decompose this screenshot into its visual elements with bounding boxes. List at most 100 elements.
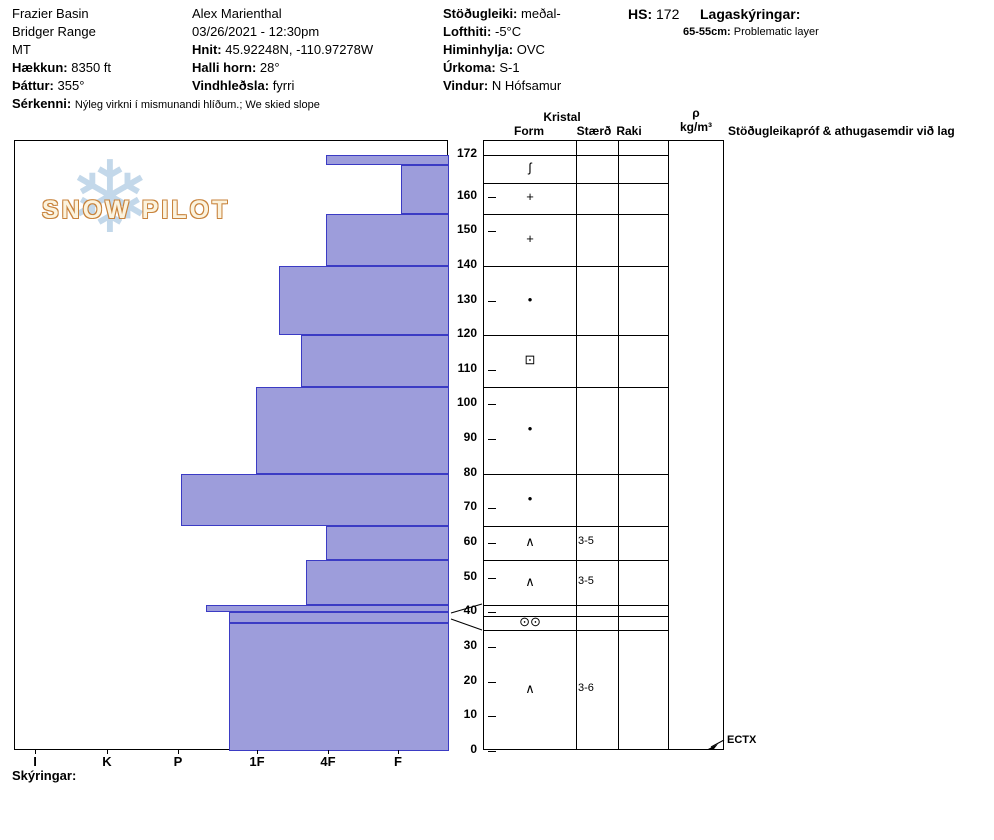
depth-label-110: 110 [457, 360, 477, 375]
depth-label-140: 140 [456, 256, 477, 271]
grain-form-decomposing-fragments: ʃ [528, 159, 532, 175]
layer-boundary-line-164 [484, 182, 668, 184]
depth-tick-0 [488, 751, 496, 752]
stability-value: meðal- [521, 6, 561, 21]
observer-block: Alex Marienthal 03/26/2021 - 12:30pm Hni… [192, 5, 373, 95]
hardness-tick [35, 750, 36, 754]
windloading-label: Vindhleðsla: [192, 78, 270, 93]
density-column [668, 140, 724, 750]
layer-boundary-line-140 [484, 265, 668, 267]
sky-label: Himinhylja: [443, 42, 514, 57]
hardness-tick [107, 750, 108, 754]
hardness-tick [178, 750, 179, 754]
depth-tick-20 [488, 681, 496, 683]
notes-label: Sérkenni: [12, 96, 72, 111]
snow-height-block: HS: 172 [628, 5, 679, 23]
layer-notes-title: Lagaskýringar: [683, 5, 819, 23]
comments-header: Stöðugleikapróf & athugasemdir við lag [728, 124, 955, 138]
depth-tick-60 [488, 543, 496, 545]
layer-notes-label: Lagaskýringar: [700, 6, 801, 22]
depth-tick-70 [488, 508, 496, 510]
airtemp-value: -5°C [495, 24, 522, 39]
wind-value: N Hófsamur [491, 78, 562, 93]
layer-boundary-line-120 [484, 335, 668, 337]
snow-layer-bar-65-55 [326, 525, 449, 561]
depth-tick-10 [488, 716, 496, 718]
depth-tick-150 [488, 231, 496, 233]
layer-boundary-line-42 [484, 605, 668, 607]
aspect-value: 355° [57, 78, 85, 93]
depth-tick-110 [488, 369, 496, 371]
notes-line: Sérkenni: Nýleg virkni í mismunandi hlíð… [12, 95, 320, 114]
slope-angle-line: Halli horn: 28° [192, 59, 373, 77]
sky-value: OVC [516, 42, 545, 57]
elevation-line: Hækkun: 8350 ft [12, 59, 320, 77]
slope-value: 28° [259, 60, 280, 75]
coords-label: Hnit: [192, 42, 222, 57]
snow-layer-bar-40-37 [229, 612, 449, 623]
grain-form-rounded-grains: • [527, 291, 533, 307]
grain-size: 3-6 [578, 682, 594, 695]
grain-form-precipitation-particles: + [526, 230, 534, 246]
density-symbol-header: ρ [692, 106, 700, 120]
grain-form-depth-hoar: ∧ [525, 534, 535, 550]
grain-size: 3-5 [578, 574, 594, 587]
aspect-line: Þáttur: 355° [12, 77, 320, 95]
layer-boundary-line-65 [484, 525, 668, 527]
stability-test-result: ECTX [727, 734, 757, 746]
hardness-tick [398, 750, 399, 754]
snow-layer-bar-55-42 [306, 560, 449, 606]
kristal-header: Kristal [543, 110, 581, 124]
state: MT [12, 42, 31, 57]
hardness-tick [328, 750, 329, 754]
depth-tick-50 [488, 577, 496, 579]
hardness-profile-plot [14, 140, 449, 751]
depth-label-80: 80 [463, 464, 477, 479]
snowflake-icon: ❄ [68, 142, 152, 254]
slope-label: Halli horn: [192, 60, 257, 75]
snow-layer-bar-80-65 [181, 473, 449, 526]
hardness-label-1F: 1F [249, 754, 265, 769]
depth-label-40: 40 [463, 603, 477, 618]
layer-boundary-line-172 [484, 155, 668, 156]
layer-note-text: Problematic layer [733, 26, 819, 38]
airtemp-line: Lofthiti: -5°C [443, 23, 561, 41]
layer-note: 65-55cm: Problematic layer [683, 23, 819, 41]
depth-tick-100 [488, 404, 496, 406]
depth-tick-30 [488, 647, 496, 649]
snow-layer-bar-172-169 [326, 155, 449, 166]
layer-boundary-line-105 [484, 387, 668, 389]
hardness-label-F: F [394, 754, 402, 769]
density-units-header: kg/m³ [679, 120, 713, 134]
wind-label: Vindur: [443, 78, 489, 93]
sky-line: Himinhylja: OVC [443, 41, 561, 59]
precip-line: Úrkoma: S-1 [443, 59, 561, 77]
stability-line: Stöðugleiki: meðal- [443, 5, 561, 23]
snowpilot-logo-text: SNOW PILOT [42, 196, 231, 224]
conditions-block: Stöðugleiki: meðal- Lofthiti: -5°C Himin… [443, 5, 561, 95]
grain-form-precipitation-particles: + [526, 189, 534, 205]
legend-label: Skýringar: [12, 768, 77, 783]
form-header: Form [514, 124, 544, 138]
layer-boundary-line-39 [484, 615, 668, 617]
elevation-value: 8350 ft [71, 60, 112, 75]
crystal-table: ʃ + + • ⊡ • • ∧ 3-5 ∧ 3-5 ⊙⊙ ∧ 3-6 [483, 140, 669, 752]
coordinates-line: Hnit: 45.92248N, -110.97278W [192, 41, 373, 59]
raki-header: Raki [616, 124, 642, 138]
hardness-label-P: P [173, 754, 183, 769]
depth-tick-140 [488, 265, 496, 267]
observer-name: Alex Marienthal [192, 6, 282, 21]
hardness-label-I: I [33, 754, 37, 769]
aspect-label: Þáttur: [12, 78, 54, 93]
mountain-range: Bridger Range [12, 24, 96, 39]
depth-axis: 172 160 150 140 130 120 110 100 90 80 70 60 50 40 30 20… [448, 140, 480, 756]
hardness-axis: I K P 1F 4F F [14, 750, 448, 772]
coords-value: 45.92248N, -110.97278W [225, 42, 374, 57]
depth-label-100: 100 [456, 395, 477, 410]
size-raki-divider [618, 141, 619, 749]
grain-form-faceted-crystals: ⊡ [524, 352, 536, 368]
snowpilot-logo: ❄ SNOW PILOT [40, 148, 227, 260]
elevation-label: Hækkun: [12, 60, 68, 75]
snow-layer-bar-155-140 [326, 213, 449, 266]
